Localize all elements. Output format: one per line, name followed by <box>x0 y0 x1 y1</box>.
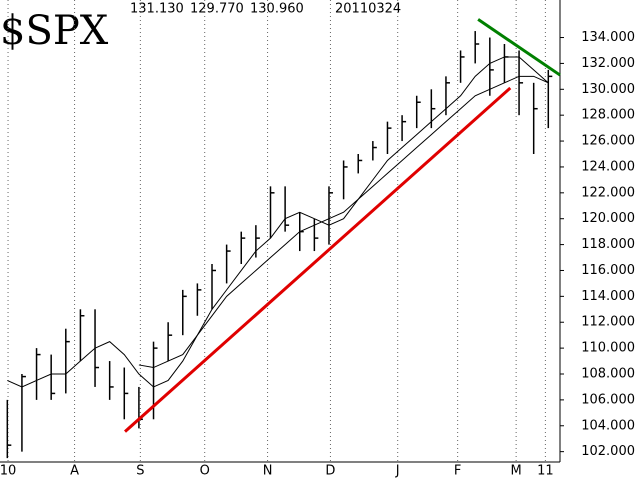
x-tick-label: 10 <box>0 464 16 479</box>
y-tick-label: 134.000 <box>581 30 635 45</box>
y-tick-label: 116.000 <box>581 263 635 278</box>
y-tick-label: 130.000 <box>581 82 635 97</box>
y-tick-label: 110.000 <box>581 341 635 356</box>
y-tick-label: 106.000 <box>581 392 635 407</box>
x-tick-label: N <box>263 464 273 479</box>
y-tick-label: 102.000 <box>581 444 635 459</box>
y-tick-label: 132.000 <box>581 56 635 71</box>
header-value: 131.130 <box>130 2 184 17</box>
x-tick-label: M <box>511 464 522 479</box>
moving-average <box>138 75 549 369</box>
x-tick-label: S <box>136 464 144 479</box>
x-tick-label: J <box>395 464 400 479</box>
y-tick-label: 104.000 <box>581 418 635 433</box>
x-tick-label: F <box>454 464 461 479</box>
x-tick-label: 11 <box>537 464 554 479</box>
y-tick-label: 118.000 <box>581 237 635 252</box>
x-tick-label: D <box>325 464 335 479</box>
y-tick-label: 120.000 <box>581 211 635 226</box>
y-tick-label: 122.000 <box>581 185 635 200</box>
header-value: 130.960 <box>250 2 304 17</box>
header-value: 20110324 <box>335 2 401 17</box>
chart-title: $SPX <box>0 8 109 54</box>
y-tick-label: 114.000 <box>581 289 635 304</box>
y-tick-label: 112.000 <box>581 315 635 330</box>
moving-average <box>7 56 549 388</box>
x-tick-label: O <box>200 464 210 479</box>
y-tick-label: 124.000 <box>581 159 635 174</box>
x-tick-label: A <box>70 464 79 479</box>
trend-line <box>124 86 512 433</box>
y-tick-label: 126.000 <box>581 134 635 149</box>
y-tick-label: 108.000 <box>581 367 635 382</box>
header-value: 129.770 <box>190 2 244 17</box>
trend-line <box>477 18 561 77</box>
y-tick-label: 128.000 <box>581 108 635 123</box>
